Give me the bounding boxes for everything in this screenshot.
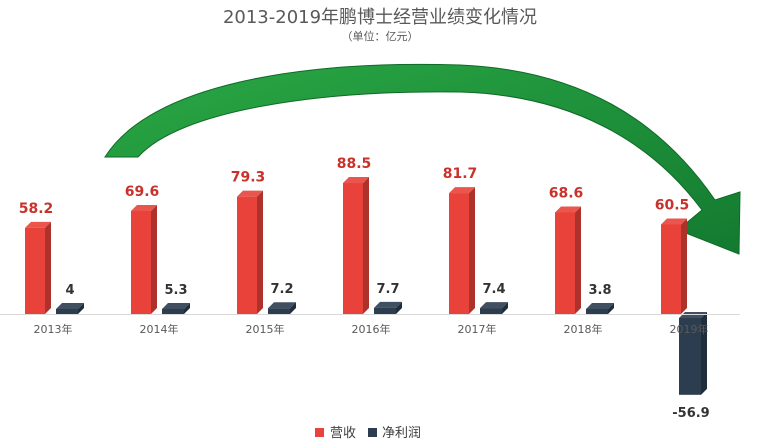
- revenue-bar-6: [661, 218, 687, 314]
- revenue-bar-6-side: [681, 218, 687, 314]
- revenue-value-label-2: 79.3: [231, 170, 266, 186]
- x-tick-label-6: 2019年: [670, 322, 709, 336]
- x-tick-label-5: 2018年: [564, 322, 603, 336]
- revenue-bar-6-front: [661, 224, 681, 314]
- x-tick-label-1: 2014年: [140, 322, 179, 336]
- revenue-value-label-1: 69.6: [125, 184, 160, 200]
- profit-bar-0-top: [56, 303, 84, 309]
- revenue-value-label-4: 81.7: [443, 166, 478, 182]
- revenue-value-label-3: 88.5: [337, 156, 372, 172]
- profit-bar-4: [480, 302, 508, 314]
- chart-title: 2013-2019年鹏博士经营业绩变化情况: [223, 7, 537, 28]
- profit-bar-2-top: [268, 302, 296, 309]
- profit-value-label-4: 7.4: [482, 282, 505, 297]
- profit-value-label-6: -56.9: [672, 406, 709, 421]
- profit-bar-6: [679, 312, 707, 395]
- profit-bar-6-side: [701, 312, 707, 395]
- profit-bar-4-side: [502, 302, 508, 314]
- x-tick-label-3: 2016年: [352, 322, 391, 336]
- revenue-bar-0: [25, 221, 51, 314]
- profit-value-label-3: 7.7: [376, 282, 399, 297]
- bars-group: 58.2 4 69.6 5.3 79.3 7.2 88.5 7.7 81.7 7.4 68.6 3.8…: [19, 156, 710, 421]
- profit-bar-5-front: [586, 309, 608, 314]
- profit-bar-0: [56, 303, 84, 314]
- revenue-bar-4-front: [449, 193, 469, 314]
- profit-bar-2-front: [268, 308, 290, 314]
- revenue-bar-0-side: [45, 221, 51, 314]
- revenue-bar-3-top: [343, 177, 369, 184]
- revenue-value-label-6: 60.5: [655, 197, 690, 213]
- revenue-bar-2: [237, 190, 263, 314]
- profit-bar-5-top: [586, 303, 614, 309]
- profit-bar-2-side: [290, 302, 296, 314]
- revenue-bar-3-side: [363, 177, 369, 314]
- trend-arrow: [104, 63, 741, 255]
- category-labels: 2013年 2014年 2015年 2016年 2017年 2018年 2019年: [34, 322, 709, 336]
- profit-bar-2: [268, 302, 296, 314]
- revenue-bar-4-side: [469, 187, 475, 314]
- profit-bar-0-front: [56, 309, 78, 314]
- legend-swatch-revenue: [315, 428, 324, 437]
- revenue-bar-5: [555, 206, 581, 314]
- revenue-bar-2-top: [237, 190, 263, 197]
- x-tick-label-4: 2017年: [458, 322, 497, 336]
- profit-bar-1-front: [162, 309, 184, 314]
- profit-bar-5-side: [608, 303, 614, 314]
- revenue-bar-5-side: [575, 206, 581, 314]
- profit-value-label-5: 3.8: [588, 283, 611, 298]
- legend: 营收 净利润: [315, 426, 421, 441]
- profit-value-label-2: 7.2: [270, 282, 293, 297]
- legend-swatch-profit: [368, 428, 377, 437]
- profit-bar-4-top: [480, 302, 508, 309]
- revenue-bar-3-front: [343, 183, 363, 314]
- profit-bar-1-side: [184, 303, 190, 314]
- revenue-bar-5-top: [555, 206, 581, 213]
- revenue-bar-1-front: [131, 210, 151, 314]
- revenue-bar-4-top: [449, 187, 475, 194]
- profit-value-label-0: 4: [65, 283, 74, 298]
- legend-label-revenue: 营收: [330, 426, 356, 441]
- profit-bar-6-front: [679, 318, 701, 395]
- revenue-value-label-0: 58.2: [19, 201, 54, 217]
- revenue-bar-2-side: [257, 190, 263, 314]
- profit-bar-0-side: [78, 303, 84, 314]
- revenue-bar-3: [343, 177, 369, 314]
- chart-subtitle: （单位：亿元）: [342, 29, 419, 43]
- revenue-bar-1-side: [151, 204, 157, 314]
- profit-bar-1: [162, 303, 190, 314]
- profit-bar-3-top: [374, 301, 402, 308]
- revenue-value-label-5: 68.6: [549, 185, 584, 201]
- profit-value-label-1: 5.3: [164, 283, 187, 298]
- revenue-bar-5-front: [555, 212, 575, 314]
- profit-bar-5: [586, 303, 614, 314]
- revenue-bar-2-front: [237, 196, 257, 314]
- revenue-bar-0-top: [25, 221, 51, 228]
- x-tick-label-0: 2013年: [34, 322, 73, 336]
- profit-bar-3-front: [374, 307, 396, 314]
- revenue-bar-4: [449, 187, 475, 314]
- revenue-bar-6-top: [661, 218, 687, 225]
- x-tick-label-2: 2015年: [246, 322, 285, 336]
- legend-label-profit: 净利润: [382, 426, 421, 441]
- revenue-bar-1-top: [131, 204, 157, 211]
- profit-bar-4-front: [480, 308, 502, 314]
- revenue-bar-0-front: [25, 227, 45, 314]
- profit-bar-3-side: [396, 301, 402, 314]
- profit-bar-1-top: [162, 303, 190, 309]
- profit-bar-3: [374, 301, 402, 314]
- revenue-bar-1: [131, 204, 157, 314]
